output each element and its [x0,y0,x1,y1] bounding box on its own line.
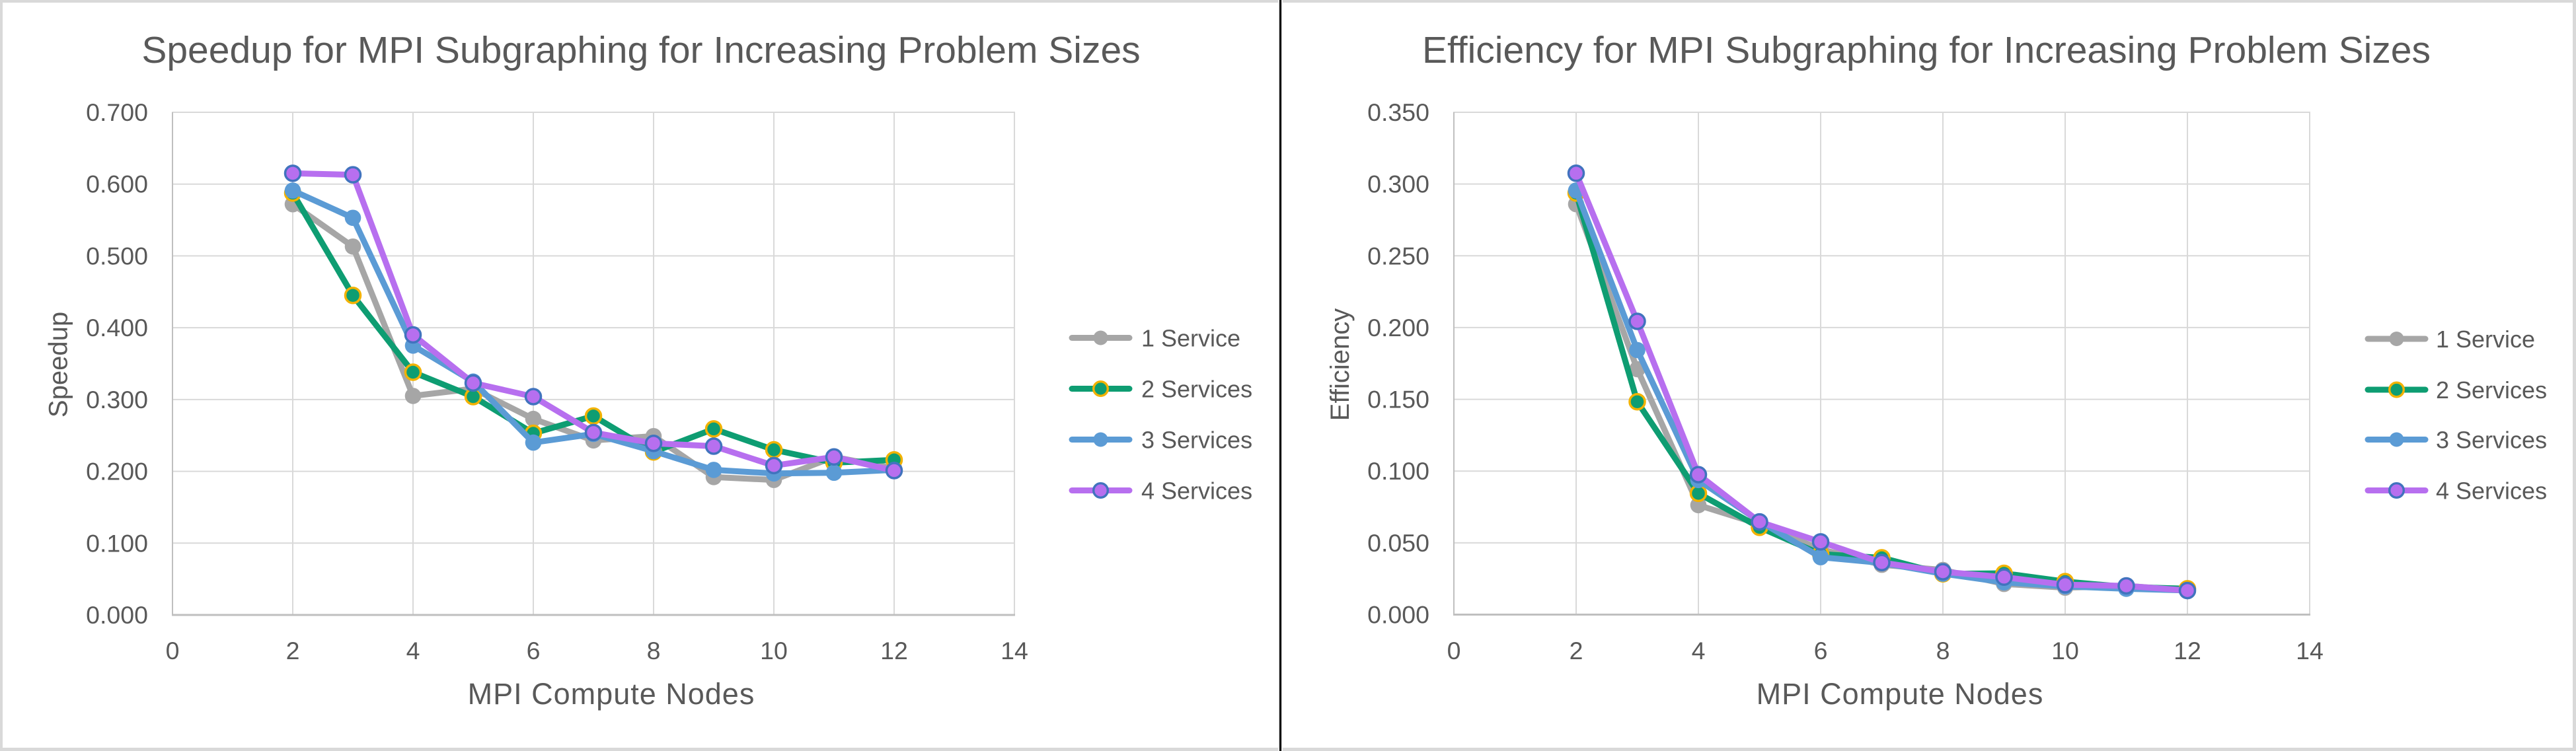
svg-text:0: 0 [166,637,180,664]
svg-text:0.600: 0.600 [86,170,148,198]
svg-text:0.300: 0.300 [1367,170,1429,198]
svg-text:Efficiency for MPI Subgraphing: Efficiency for MPI Subgraphing for Incre… [1422,29,2431,71]
svg-text:10: 10 [760,637,788,664]
svg-text:0.700: 0.700 [86,98,148,126]
svg-text:4 Services: 4 Services [1141,478,1252,505]
svg-text:0.050: 0.050 [1367,529,1429,557]
svg-text:12: 12 [880,637,908,664]
svg-text:0.100: 0.100 [86,529,148,557]
svg-text:0.150: 0.150 [1367,386,1429,413]
svg-text:Speedup for MPI Subgraphing fo: Speedup for MPI Subgraphing for Increasi… [141,29,1140,71]
svg-text:1 Service: 1 Service [1141,325,1240,352]
svg-text:4: 4 [1692,637,1706,664]
svg-text:0.300: 0.300 [86,386,148,413]
svg-text:2 Services: 2 Services [1141,376,1252,403]
svg-text:3 Services: 3 Services [1141,427,1252,454]
svg-text:Speedup: Speedup [44,312,73,417]
svg-text:14: 14 [2296,637,2324,664]
svg-text:Efficiency: Efficiency [1326,308,1355,421]
svg-text:MPI Compute Nodes: MPI Compute Nodes [1757,677,2044,711]
svg-text:6: 6 [1814,637,1828,664]
svg-text:2: 2 [286,637,300,664]
svg-text:4 Services: 4 Services [2436,478,2547,505]
svg-text:1 Service: 1 Service [2436,326,2535,353]
svg-text:0.350: 0.350 [1367,98,1429,126]
svg-text:10: 10 [2051,637,2079,664]
svg-text:14: 14 [1001,637,1028,664]
svg-text:0.100: 0.100 [1367,457,1429,485]
svg-text:0.500: 0.500 [86,242,148,269]
svg-text:0: 0 [1447,637,1461,664]
svg-text:2: 2 [1570,637,1583,664]
svg-text:MPI Compute Nodes: MPI Compute Nodes [468,677,755,711]
svg-text:0.200: 0.200 [86,458,148,485]
svg-text:8: 8 [647,637,661,664]
svg-text:2 Services: 2 Services [2436,376,2547,404]
svg-text:4: 4 [406,637,420,664]
svg-text:6: 6 [527,637,541,664]
svg-text:0.000: 0.000 [1367,601,1429,629]
svg-text:0.200: 0.200 [1367,314,1429,341]
svg-text:0.000: 0.000 [86,601,148,629]
svg-text:8: 8 [1936,637,1950,664]
svg-text:0.250: 0.250 [1367,242,1429,269]
svg-text:0.400: 0.400 [86,314,148,341]
svg-text:3 Services: 3 Services [2436,427,2547,454]
svg-text:12: 12 [2174,637,2201,664]
